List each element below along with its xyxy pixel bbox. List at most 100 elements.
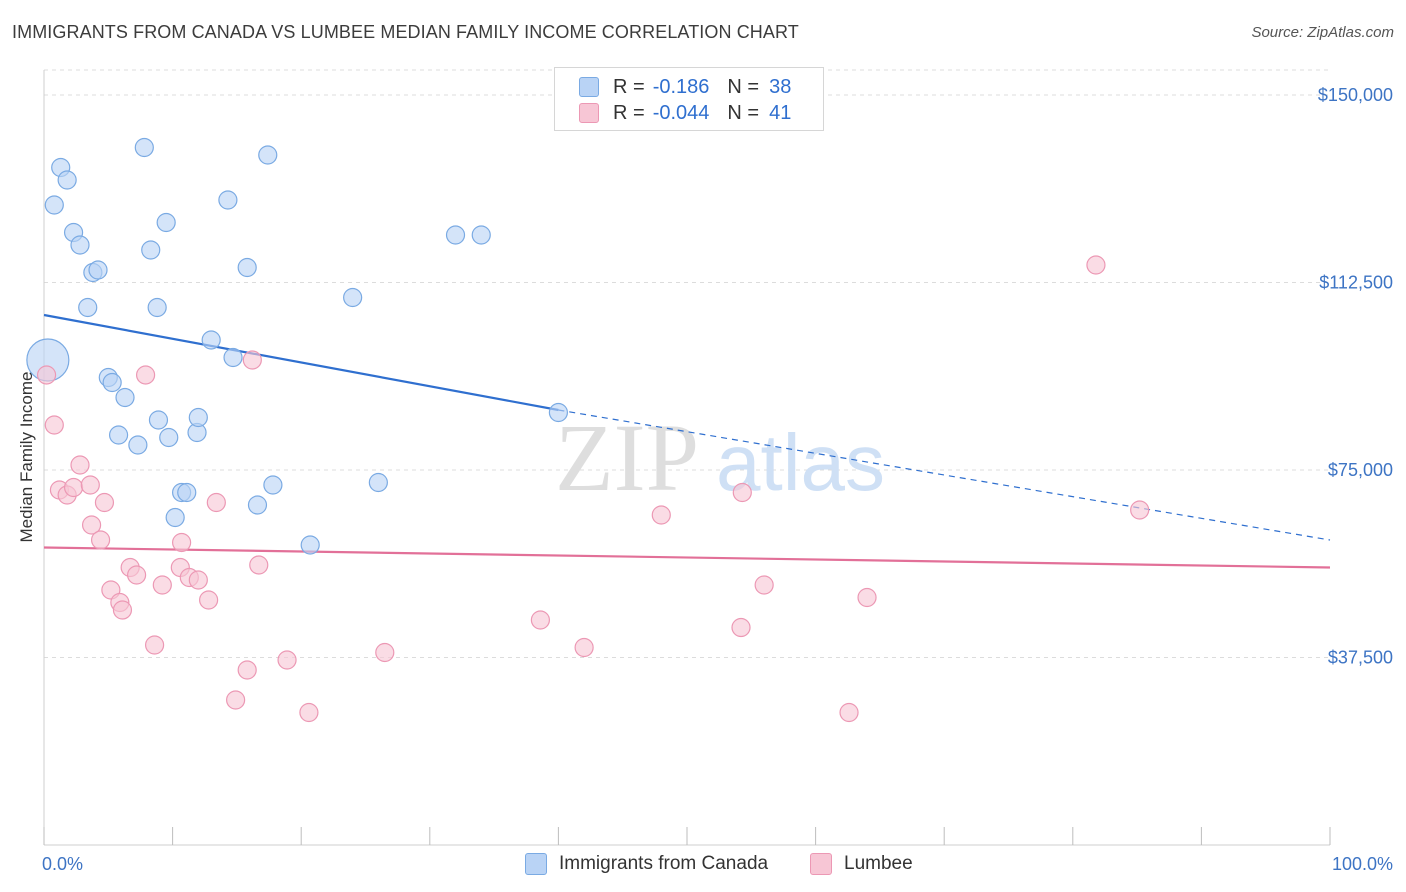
canada-point xyxy=(263,475,283,495)
canada-point xyxy=(471,225,491,245)
canada-point xyxy=(445,225,466,245)
lumbee-point xyxy=(732,482,752,503)
lumbee-point xyxy=(36,365,57,385)
lumbee-point xyxy=(242,350,262,370)
lumbee-point xyxy=(574,637,594,658)
canada-point xyxy=(201,330,221,350)
canada-point xyxy=(368,472,388,493)
lumbee-point xyxy=(754,575,774,595)
y-tick-label: $37,500 xyxy=(1328,648,1393,668)
x-tick-label: 100.0% xyxy=(1332,854,1393,874)
canada-point xyxy=(156,212,176,233)
canada-point xyxy=(102,372,122,393)
lumbee-point xyxy=(277,650,297,670)
bottom-legend-swatch-canada xyxy=(525,853,547,875)
lumbee-point xyxy=(839,702,859,723)
canada-point xyxy=(108,425,129,445)
canada-point xyxy=(218,190,238,210)
legend-n-value: 38 xyxy=(769,75,792,98)
legend-swatch-lumbee xyxy=(579,103,599,123)
lumbee-point xyxy=(144,635,165,655)
canada-point xyxy=(128,435,148,455)
lumbee-trend-line xyxy=(43,546,1331,569)
lumbee-point xyxy=(63,477,84,498)
lumbee-point xyxy=(90,530,111,550)
scatter-points xyxy=(26,137,1150,723)
canada-point xyxy=(177,482,197,503)
canada-point xyxy=(57,170,77,190)
canada-trend-extension xyxy=(558,409,1331,541)
y-axis-label: Median Family Income xyxy=(17,371,36,542)
lumbee-point xyxy=(1086,255,1106,275)
bottom-legend-lumbee: Lumbee xyxy=(810,852,913,876)
legend-r-value: -0.044 xyxy=(652,101,710,124)
watermark-zip: ZIP xyxy=(555,404,699,511)
lumbee-point xyxy=(249,555,269,575)
legend-row-lumbee: R = -0.044 N = 41 xyxy=(579,100,791,126)
lumbee-point xyxy=(1130,500,1150,520)
legend-n-label: N = xyxy=(727,75,760,98)
canada-point xyxy=(134,137,154,158)
canada-point xyxy=(147,297,167,318)
bottom-legend-label-canada: Immigrants from Canada xyxy=(559,853,769,874)
canada-point xyxy=(343,287,363,308)
legend-n-value: 41 xyxy=(769,101,792,124)
canada-point xyxy=(237,257,257,278)
lumbee-point xyxy=(44,415,64,435)
lumbee-point xyxy=(70,455,90,475)
source-label: Source: ZipAtlas.com xyxy=(1251,24,1394,41)
canada-point xyxy=(300,535,320,555)
lumbee-point xyxy=(112,600,133,620)
lumbee-point xyxy=(237,660,257,680)
canada-point xyxy=(148,410,169,430)
bottom-legend-swatch-lumbee xyxy=(810,853,832,875)
lumbee-point xyxy=(135,365,156,385)
lumbee-point xyxy=(81,515,102,535)
legend-n-label: N = xyxy=(727,101,760,124)
x-tick-label: 0.0% xyxy=(42,854,83,874)
legend-r-label: R = xyxy=(613,101,645,124)
lumbee-point xyxy=(857,587,877,608)
lumbee-point xyxy=(188,570,208,590)
canada-point xyxy=(159,427,179,448)
trend-lines xyxy=(43,313,1331,569)
bottom-legend-label-lumbee: Lumbee xyxy=(844,853,913,874)
y-tick-label: $112,500 xyxy=(1319,273,1393,293)
canada-point xyxy=(115,387,135,408)
canada-point xyxy=(70,235,90,255)
canada-point xyxy=(548,402,569,423)
canada-point xyxy=(88,260,108,280)
lumbee-point xyxy=(226,690,246,710)
y-tick-label: $75,000 xyxy=(1328,460,1393,480)
canada-point xyxy=(165,507,185,528)
lumbee-point xyxy=(126,565,147,585)
axes xyxy=(43,70,1331,846)
lumbee-point xyxy=(94,492,115,513)
chart-title: IMMIGRANTS FROM CANADA VS LUMBEE MEDIAN … xyxy=(12,22,799,42)
tick-labels: $37,500 $75,000 $112,500 $150,000 0.0% 100.0% xyxy=(42,85,1393,874)
lumbee-point xyxy=(530,610,550,630)
lumbee-point xyxy=(80,475,100,495)
legend-r-label: R = xyxy=(613,75,645,98)
lumbee-point xyxy=(375,642,395,663)
canada-point xyxy=(141,240,161,260)
lumbee-point xyxy=(731,617,751,638)
canada-point xyxy=(44,195,64,215)
bottom-legend-canada: Immigrants from Canada xyxy=(525,852,768,876)
lumbee-point xyxy=(152,575,172,595)
canada-point xyxy=(223,347,243,368)
y-tick-label: $150,000 xyxy=(1318,85,1393,105)
legend-r-value: -0.186 xyxy=(652,75,710,98)
watermark: ZIP atlas xyxy=(555,404,885,511)
lumbee-point xyxy=(206,492,226,513)
canada-point xyxy=(258,145,278,165)
canada-trend-line xyxy=(43,313,559,412)
canada-point xyxy=(188,407,208,428)
correlation-legend: R = -0.186 N = 38 R = -0.044 N = 41 xyxy=(554,67,824,131)
canada-point xyxy=(247,495,268,515)
lumbee-point xyxy=(651,505,671,525)
lumbee-point xyxy=(299,702,319,723)
lumbee-point xyxy=(199,590,219,610)
legend-swatch-canada xyxy=(579,77,599,97)
